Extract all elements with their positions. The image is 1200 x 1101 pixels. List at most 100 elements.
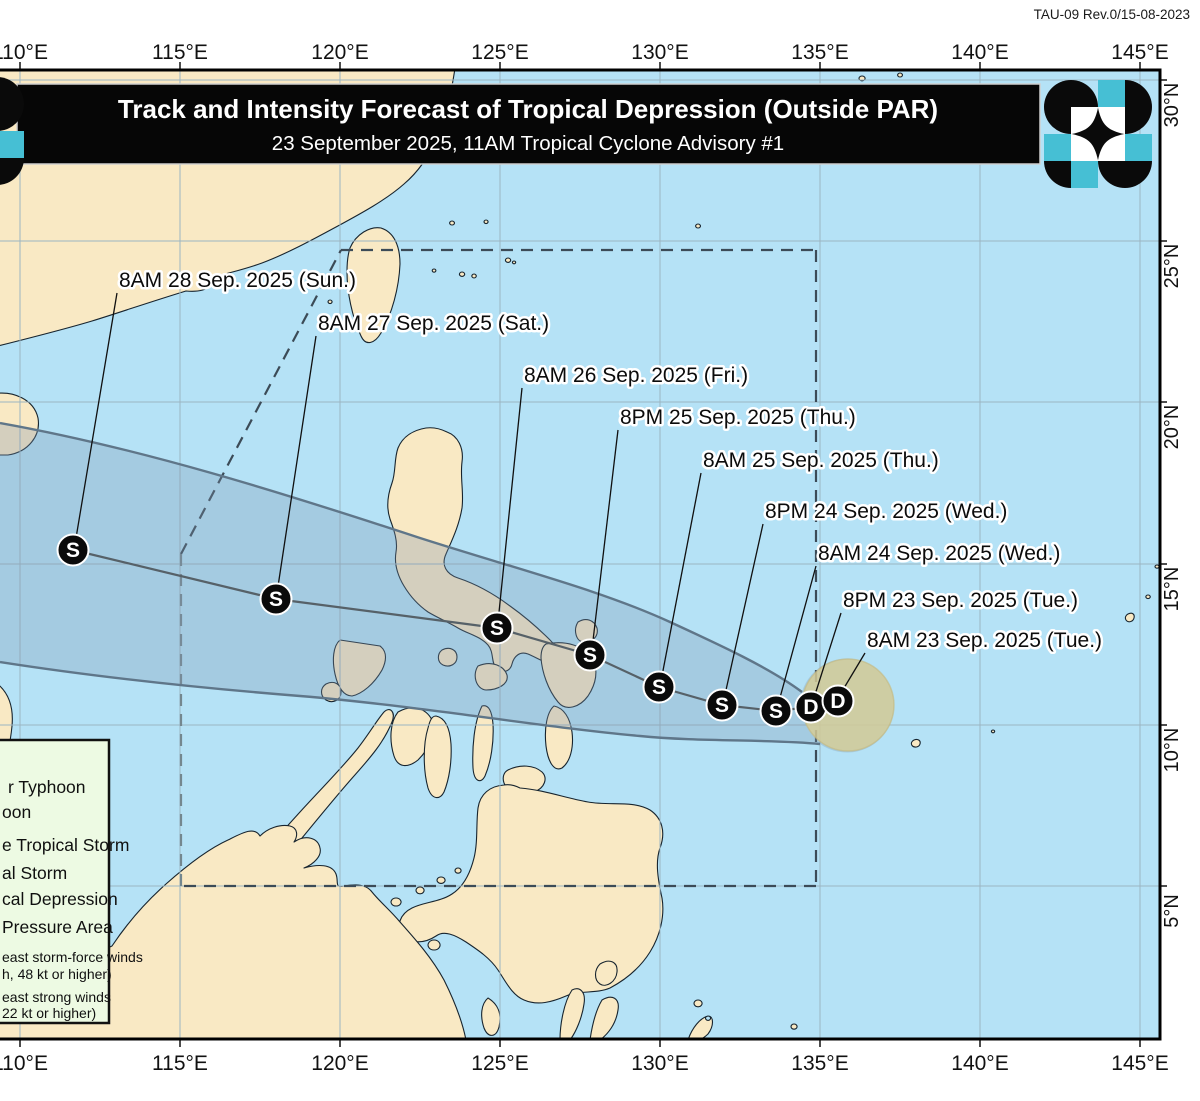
marker-letter: S (652, 676, 666, 699)
label-leader-lines (74, 292, 866, 706)
land-panay (390, 707, 435, 767)
track-point: S (259, 582, 293, 616)
track-point: S (642, 670, 676, 704)
longitude-labels-bottom: 110°E 115°E 120°E 125°E 130°E 135°E 140°… (0, 1052, 1169, 1075)
latitude-labels: 30°N 25°N 20°N 15°N 10°N 5°N (1161, 83, 1183, 928)
marker-letter: S (769, 700, 783, 723)
title-bar: Track and Intensity Forecast of Tropical… (16, 83, 1041, 165)
lon-label: 135°E (791, 41, 848, 64)
land-cebu (472, 705, 494, 782)
legend-item: east storm-force winds (2, 949, 143, 965)
track-point: S (480, 611, 514, 645)
cone-fill (0, 423, 895, 753)
track-point: S (759, 694, 793, 728)
track-point-current: D (821, 684, 855, 718)
marker-letter: S (66, 539, 80, 562)
map-title: Track and Intensity Forecast of Tropical… (118, 94, 938, 124)
legend-box (0, 738, 111, 1025)
legend-item: al Storm (2, 863, 67, 883)
track-point: D (794, 690, 828, 724)
land-masbate (474, 663, 508, 691)
lon-label: 115°E (152, 1052, 208, 1075)
lon-label: 110°E (0, 1052, 48, 1075)
par-diagonal (180, 249, 342, 555)
axis-ticks (19, 62, 1167, 1047)
par-boundary (179, 248, 818, 888)
land-mindanao (398, 784, 664, 1004)
land-sulu-islands (390, 867, 462, 951)
land-mindanao-south-lobe (481, 997, 501, 1036)
marker-letter: D (803, 696, 818, 719)
track-label: 8PM 24 Sep. 2025 (Wed.) (765, 500, 1007, 523)
map-border (0, 68, 1162, 1041)
lat-label: 20°N (1161, 405, 1183, 450)
land-leyte (544, 705, 574, 770)
lon-label: 140°E (951, 1052, 1008, 1075)
lon-label: 145°E (1111, 1052, 1168, 1075)
map-area: S S S S S S S (0, 70, 1160, 1039)
lat-label: 25°N (1161, 244, 1183, 289)
lon-label: 110°E (0, 41, 48, 64)
lon-label: 135°E (791, 1052, 848, 1075)
track-label: 8AM 23 Sep. 2025 (Tue.) (867, 629, 1102, 652)
cone-edge-south (0, 660, 821, 746)
track-label: 8AM 28 Sep. 2025 (Sun.) (119, 269, 356, 292)
land-sangihe (559, 960, 619, 1039)
land-borneo (0, 824, 467, 1039)
graticule (0, 70, 1160, 1039)
lat-label: 5°N (1161, 894, 1183, 928)
title-bar-bg (16, 83, 1041, 165)
legend-item: oon (2, 802, 31, 822)
marker-letter: S (490, 617, 504, 640)
lat-label: 30°N (1161, 83, 1183, 128)
lon-label: 120°E (311, 41, 368, 64)
marker-letter: S (583, 644, 597, 667)
lon-label: 145°E (1111, 41, 1168, 64)
legend-item: e Tropical Storm (2, 835, 129, 855)
legend-item: 22 kt or higher) (2, 1005, 96, 1021)
track-point: S (56, 533, 90, 567)
doc-reference: TAU-09 Rev.0/15-08-2023 (1034, 7, 1190, 22)
track-label: 8PM 25 Sep. 2025 (Thu.) (620, 406, 856, 429)
land-mindoro (332, 639, 387, 697)
map-subtitle: 23 September 2025, 11AM Tropical Cyclone… (272, 132, 784, 155)
track-label: 8AM 27 Sep. 2025 (Sat.) (318, 312, 549, 335)
forecast-cone (0, 421, 895, 753)
track-label: 8AM 25 Sep. 2025 (Thu.) (703, 449, 939, 472)
marker-letter: S (269, 588, 283, 611)
land-pacific-islets (910, 564, 1160, 748)
lat-label: 15°N (1161, 567, 1183, 612)
land-halmahera-talaud (687, 999, 798, 1039)
lon-label: 125°E (471, 41, 528, 64)
land-negros (423, 715, 452, 799)
lon-label: 125°E (471, 1052, 528, 1075)
pagasa-logo (1044, 80, 1152, 188)
lon-label: 140°E (951, 41, 1008, 64)
legend-item: cal Depression (2, 889, 118, 909)
lon-label: 120°E (311, 1052, 368, 1075)
track-label: 8AM 26 Sep. 2025 (Fri.) (524, 364, 748, 387)
land-taiwan (346, 227, 401, 344)
pagasa-logo-left-partial (0, 77, 24, 185)
land-marinduque (437, 647, 458, 667)
land-hainan (0, 392, 39, 456)
legend-item: r Typhoon (8, 777, 86, 797)
lon-label: 130°E (631, 41, 688, 64)
track-label: 8AM 24 Sep. 2025 (Wed.) (818, 542, 1060, 565)
track-point: S (573, 638, 607, 672)
longitude-labels-top: 110°E 115°E 120°E 125°E 130°E 135°E 140°… (0, 41, 1169, 64)
track-label: 8PM 23 Sep. 2025 (Tue.) (843, 589, 1078, 612)
legend: r Typhoon oon e Tropical Storm al Storm … (0, 738, 143, 1025)
marker-letter: D (830, 690, 845, 713)
legend-item: h, 48 kt or higher) (2, 966, 112, 982)
lat-label: 10°N (1161, 728, 1183, 773)
land-catanduanes (575, 619, 598, 643)
track-point: S (705, 688, 739, 722)
legend-item: Pressure Area (2, 917, 113, 937)
legend-item: east strong winds (2, 989, 111, 1005)
track-date-labels: 8AM 23 Sep. 2025 (Tue.) 8PM 23 Sep. 2025… (117, 267, 1105, 655)
cone-edge-north (0, 421, 803, 693)
marker-letter: S (715, 694, 729, 717)
